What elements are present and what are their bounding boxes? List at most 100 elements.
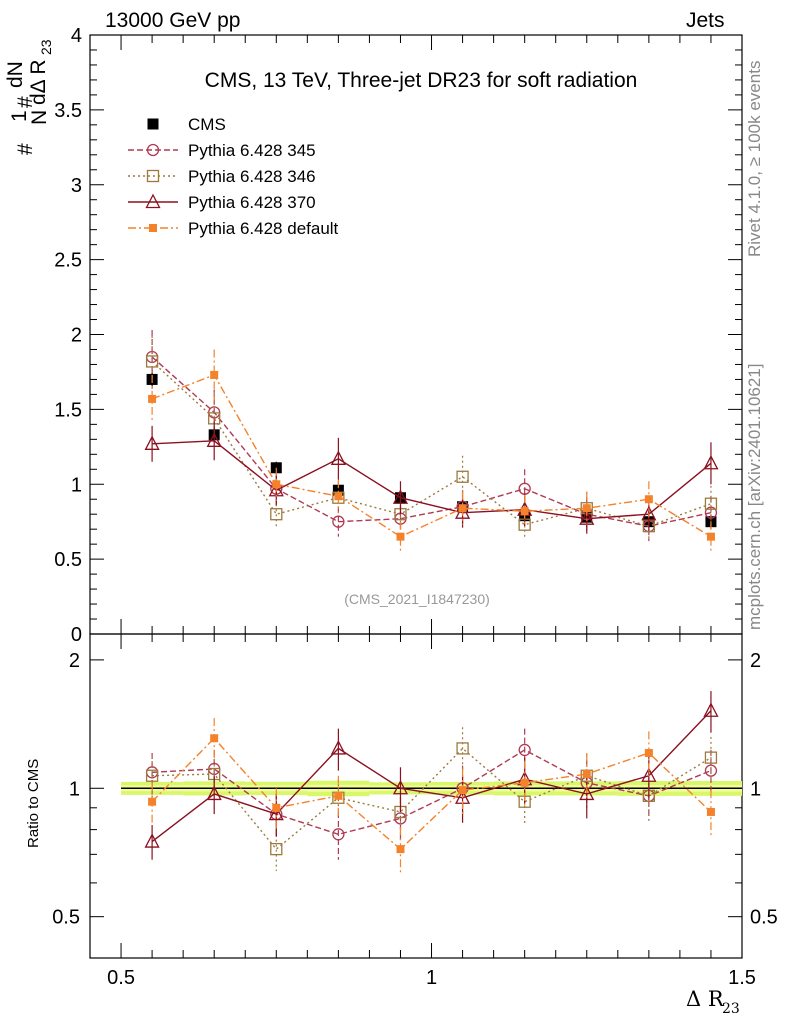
ratio-y-tick-label-right: 1 — [750, 778, 761, 800]
x-tick-label: 0.5 — [107, 967, 135, 989]
x-tick-label: 1 — [426, 967, 437, 989]
data-point-pdef — [210, 370, 219, 379]
legend-marker-p345 — [146, 143, 160, 157]
ratio-series-p370 — [144, 691, 719, 860]
ylabel-N: N — [28, 110, 51, 125]
ratio-point-p370 — [330, 740, 346, 755]
ratio-y-tick-label-right: 0.5 — [750, 907, 778, 929]
ratio-point-pdef — [210, 734, 219, 743]
ratio-line-p346 — [152, 747, 712, 851]
legend-marker-pdef — [149, 224, 157, 232]
analysis-id: (CMS_2021_I1847230) — [344, 591, 490, 607]
ratio-point-p370 — [703, 702, 719, 717]
data-point-p346 — [145, 355, 159, 368]
ratio-point-pdef — [272, 803, 281, 812]
ratio-y-tick-label: 1 — [69, 778, 80, 800]
legend-marker-cms — [147, 118, 159, 130]
data-point-p370 — [206, 432, 222, 447]
legend-item-p345: Pythia 6.428 345 — [128, 141, 316, 160]
series-cms — [146, 370, 717, 528]
series-line-p345 — [151, 356, 712, 527]
data-point-cms — [332, 484, 344, 496]
header-category: Jets — [686, 9, 725, 32]
ratio-y-tick-label: 0.5 — [52, 907, 80, 929]
y-tick-label: 3.5 — [54, 100, 82, 122]
ratio-line-p345 — [152, 749, 712, 836]
ratio-point-p346 — [145, 769, 159, 782]
ratio-point-p346 — [456, 742, 469, 755]
ratio-line-pdef — [151, 737, 712, 851]
ratio-point-p345 — [332, 828, 345, 841]
y-tick-label: 0.5 — [54, 549, 82, 571]
ratio-point-pdef — [520, 778, 529, 787]
y-tick-label: 2 — [71, 325, 82, 347]
data-point-p346 — [456, 470, 469, 483]
data-point-p346 — [704, 497, 718, 510]
ratio-point-p370 — [268, 805, 284, 821]
ylabel-dN: dN — [4, 61, 27, 88]
data-point-pdef — [644, 495, 653, 504]
ratio-y-tick-label: 2 — [69, 650, 80, 672]
ratio-point-pdef — [334, 791, 343, 800]
data-point-pdef — [148, 394, 157, 403]
legend: CMS Pythia 6.428 345 Pythia 6.428 346 Pythi… — [128, 115, 339, 238]
y-tick-label: 0 — [71, 624, 82, 646]
legend-item-cms: CMS — [147, 115, 226, 134]
data-point-p345 — [332, 515, 345, 528]
data-point-p346 — [270, 508, 283, 521]
ratio-point-p370 — [392, 779, 409, 795]
ratio-point-p370 — [641, 767, 657, 782]
series-p346 — [145, 335, 718, 542]
data-point-p370 — [392, 489, 409, 504]
series-pdef — [148, 349, 715, 552]
ratio-frame — [89, 633, 743, 959]
ratio-point-p370 — [206, 785, 222, 801]
legend-label-p345: Pythia 6.428 345 — [188, 141, 316, 160]
ratio-line-p370 — [151, 710, 712, 843]
x-axis-label: Δ R 23 — [686, 987, 740, 1017]
legend-marker-p370 — [145, 193, 161, 209]
ratio-point-pdef — [396, 845, 405, 854]
ratio-point-p345 — [518, 743, 531, 757]
data-point-pdef — [706, 532, 715, 541]
xlabel-text: Δ R — [686, 987, 725, 1011]
legend-label-pdef: Pythia 6.428 default — [188, 219, 339, 238]
data-point-pdef — [458, 504, 467, 513]
ylabel-one: 1 — [8, 110, 31, 122]
data-point-p370 — [330, 450, 346, 465]
y-tick-label: 1 — [71, 474, 82, 496]
header-process: 13000 GeV pp — [105, 9, 241, 32]
data-point-pdef — [334, 492, 343, 501]
ylabel-sub: 23 — [38, 39, 54, 55]
x-tick-label: 1.5 — [728, 967, 756, 989]
ratio-point-pdef — [644, 748, 653, 757]
legend-marker-p346 — [146, 169, 160, 183]
ratio-point-pdef — [706, 807, 715, 816]
ylabel-hash-1: # — [14, 143, 37, 155]
main-panel: 0 0.5 1 1.5 2 2.5 3 3.5 4 — [54, 25, 743, 646]
legend-item-p346: Pythia 6.428 346 — [128, 167, 316, 186]
legend-label-cms: CMS — [188, 115, 226, 134]
ratio-panel: 0.5 1 1.5 0.5 0.5 1 1 2 2 — [52, 633, 778, 989]
y-tick-label: 1.5 — [54, 399, 82, 421]
y-tick-label: 4 — [71, 25, 82, 47]
data-point-p370 — [641, 505, 657, 521]
rivet-version-label: Rivet 4.1.0, ≥ 100k events — [745, 60, 764, 257]
ylabel-hash-2: # — [14, 96, 37, 108]
series-line-p370 — [152, 440, 712, 520]
data-point-pdef — [396, 532, 405, 541]
ratio-point-p346 — [704, 751, 718, 764]
ratio-point-pdef — [148, 797, 157, 806]
xlabel-sub: 23 — [722, 1001, 740, 1017]
ratio-point-pdef — [458, 786, 467, 795]
ratio-point-p370 — [144, 833, 160, 848]
mcplots-label: mcplots.cern.ch [arXiv:2401.10621] — [745, 363, 764, 630]
legend-item-pdef: Pythia 6.428 default — [128, 219, 339, 238]
series-p345 — [145, 330, 718, 542]
ratio-y-axis-label: Ratio to CMS — [25, 759, 42, 848]
ylabel-dDR: dΔ R — [27, 59, 50, 105]
data-point-p370 — [703, 454, 719, 470]
series-line-p346 — [151, 360, 712, 527]
ratio-point-p345 — [704, 764, 718, 777]
